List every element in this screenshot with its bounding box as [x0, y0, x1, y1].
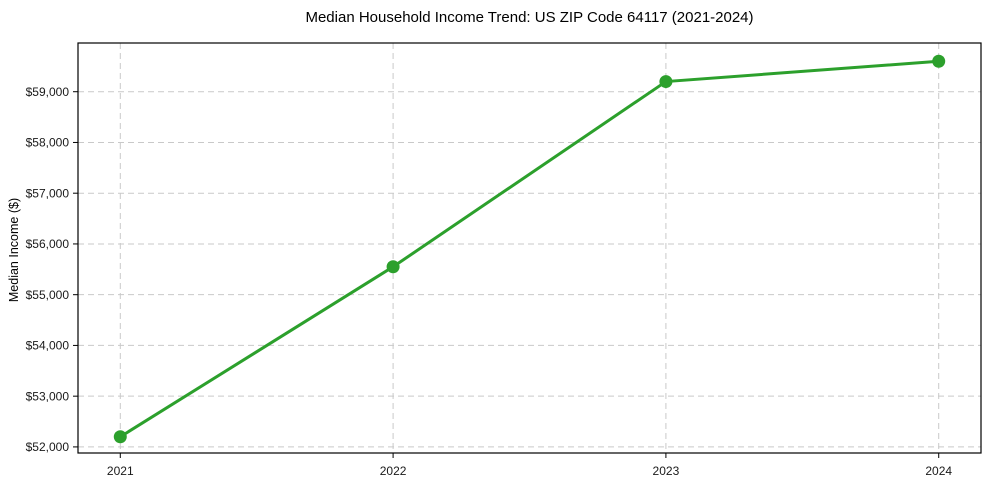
trend-line: [118, 59, 941, 439]
y-tick-label: $52,000: [26, 440, 70, 454]
x-tick-label: 2023: [653, 464, 680, 478]
y-tick-label: $58,000: [26, 136, 70, 150]
x-tick-label: 2024: [925, 464, 952, 478]
y-tick-label: $53,000: [26, 389, 70, 403]
x-tick-label: 2022: [380, 464, 407, 478]
chart-title: Median Household Income Trend: US ZIP Co…: [305, 9, 754, 26]
x-tick-label: 2021: [107, 464, 134, 478]
data-point-2022: [386, 260, 400, 274]
data-point-2024: [932, 54, 946, 68]
y-tick-label: $57,000: [26, 186, 70, 200]
y-tick-label: $56,000: [26, 237, 70, 251]
y-tick-label: $55,000: [26, 288, 70, 302]
plot-border: [77, 42, 982, 454]
data-point-2021: [113, 430, 127, 444]
data-point-2023: [659, 75, 673, 89]
y-tick-label: $59,000: [26, 85, 70, 99]
y-tick-label: $54,000: [26, 339, 70, 353]
